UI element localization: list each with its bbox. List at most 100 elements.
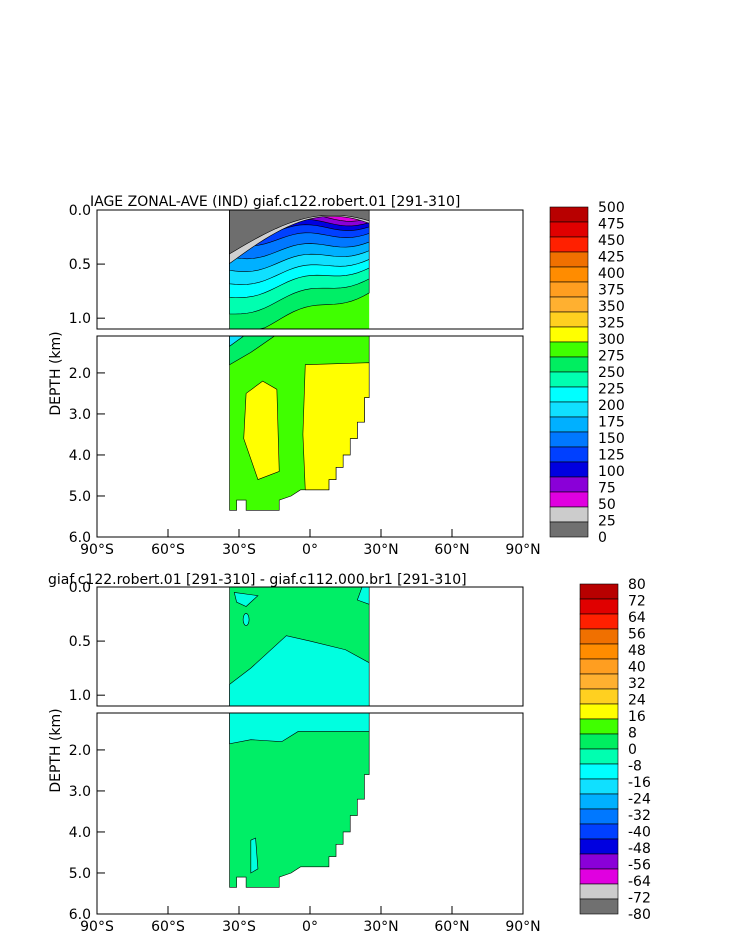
colorbar-label: 500 <box>598 200 625 216</box>
y-tick-label: 2.0 <box>69 366 91 382</box>
colorbar-swatch <box>549 446 589 463</box>
colorbar-swatch <box>549 431 589 448</box>
colorbar-swatch <box>549 206 589 223</box>
upper-field <box>229 209 370 330</box>
colorbar-label: -40 <box>628 825 651 841</box>
colorbar-swatch <box>579 793 619 810</box>
y-tick-label: 0.0 <box>69 580 91 596</box>
y-tick-label: 3.0 <box>69 407 91 423</box>
surface-patch-w <box>233 592 259 607</box>
colorbar-swatch <box>579 658 619 675</box>
colorbar-label: -56 <box>628 858 651 874</box>
colorbar-label: 75 <box>598 481 616 497</box>
upper-frame <box>96 586 524 707</box>
colorbar-label: 50 <box>598 497 616 513</box>
yellow-west <box>243 380 280 480</box>
lower-field <box>229 712 370 888</box>
x-tick-label: 0° <box>302 542 318 558</box>
y-axis-label: DEPTH (km) <box>48 708 64 792</box>
colorbar-label: -64 <box>628 874 651 890</box>
colorbar-label: 225 <box>598 382 625 398</box>
colorbar-swatch <box>579 853 619 870</box>
x-tick-label: 60°N <box>434 919 469 935</box>
colorbar-swatch <box>549 416 589 433</box>
lower-cyan <box>229 712 370 745</box>
x-tick-label: 0° <box>302 919 318 935</box>
colorbar-label: 24 <box>628 693 646 709</box>
y-axis-label: DEPTH (km) <box>48 331 64 415</box>
colorbar-label: 325 <box>598 316 625 332</box>
y-tick-label: 4.0 <box>69 825 91 841</box>
colorbar-label: 350 <box>598 299 625 315</box>
colorbar-swatch <box>549 491 589 508</box>
colorbar-label: 125 <box>598 448 625 464</box>
x-tick-label: 60°S <box>151 919 185 935</box>
colorbar-swatch <box>549 251 589 268</box>
colorbar-label: 0 <box>598 530 607 546</box>
surface-cap <box>229 209 370 255</box>
panel-title: giaf.c122.robert.01 [291-310] - giaf.c11… <box>48 572 467 588</box>
x-tick-label: 90°S <box>80 542 114 558</box>
colorbar-swatch <box>549 296 589 313</box>
y-tick-label: 0.5 <box>69 257 91 273</box>
x-tick-label: 90°N <box>505 919 540 935</box>
colorbar-swatch <box>549 476 589 493</box>
lower-field <box>229 335 370 511</box>
deep-patch <box>250 837 259 874</box>
colorbar-swatch <box>579 703 619 720</box>
colorbar-label: 56 <box>628 627 646 643</box>
colorbar-label: 425 <box>598 250 625 266</box>
colorbar-label: 375 <box>598 283 625 299</box>
y-tick-label: 2.0 <box>69 743 91 759</box>
colorbar-swatch <box>549 341 589 358</box>
colorbar-swatch <box>579 613 619 630</box>
colorbar-swatch <box>549 506 589 523</box>
yellow-central <box>302 362 370 491</box>
colorbar-label: 150 <box>598 431 625 447</box>
colorbar-swatch <box>549 461 589 478</box>
colorbar-label: -16 <box>628 775 651 791</box>
x-tick-label: 30°S <box>222 542 256 558</box>
y-tick-label: 1.0 <box>69 688 91 704</box>
colorbar-label: -80 <box>628 907 651 923</box>
colorbar-label: 8 <box>628 726 637 742</box>
y-tick-label: 1.0 <box>69 311 91 327</box>
colorbar-swatch <box>549 311 589 328</box>
colorbar-label: 250 <box>598 365 625 381</box>
colorbar-swatch <box>579 673 619 690</box>
colorbar-swatch <box>549 221 589 238</box>
lower-green <box>229 712 370 888</box>
colorbar-label: 25 <box>598 514 616 530</box>
colorbar-swatch <box>579 598 619 615</box>
colorbar-swatch <box>579 808 619 825</box>
y-tick-label: 4.0 <box>69 448 91 464</box>
x-tick-label: 30°S <box>222 919 256 935</box>
y-tick-label: 5.0 <box>69 489 91 505</box>
colorbar-swatch <box>579 688 619 705</box>
upper-field <box>229 586 370 707</box>
colorbar-label: 72 <box>628 594 646 610</box>
colorbar-swatch <box>579 643 619 660</box>
y-tick-label: 6.0 <box>69 530 91 546</box>
colorbar-label: 64 <box>628 610 646 626</box>
x-tick-label: 90°N <box>505 542 540 558</box>
colorbar-swatch <box>549 326 589 343</box>
colorbar-swatch <box>579 748 619 765</box>
colorbar-label: -24 <box>628 792 651 808</box>
colorbar-swatch <box>549 266 589 283</box>
panel-1-field <box>229 209 370 511</box>
colorbar-label: 450 <box>598 233 625 249</box>
colorbar-swatch <box>579 883 619 900</box>
colorbar-label: 80 <box>628 577 646 593</box>
y-tick-label: 0.0 <box>69 203 91 219</box>
colorbar-swatch <box>579 583 619 600</box>
y-tick-label: 0.5 <box>69 634 91 650</box>
colorbar-label: 200 <box>598 398 625 414</box>
y-tick-label: 5.0 <box>69 866 91 882</box>
x-tick-label: 30°N <box>363 919 398 935</box>
colorbar-label: 175 <box>598 415 625 431</box>
x-tick-label: 30°N <box>363 542 398 558</box>
colorbar-label: -48 <box>628 841 651 857</box>
colorbar-label: 400 <box>598 266 625 282</box>
